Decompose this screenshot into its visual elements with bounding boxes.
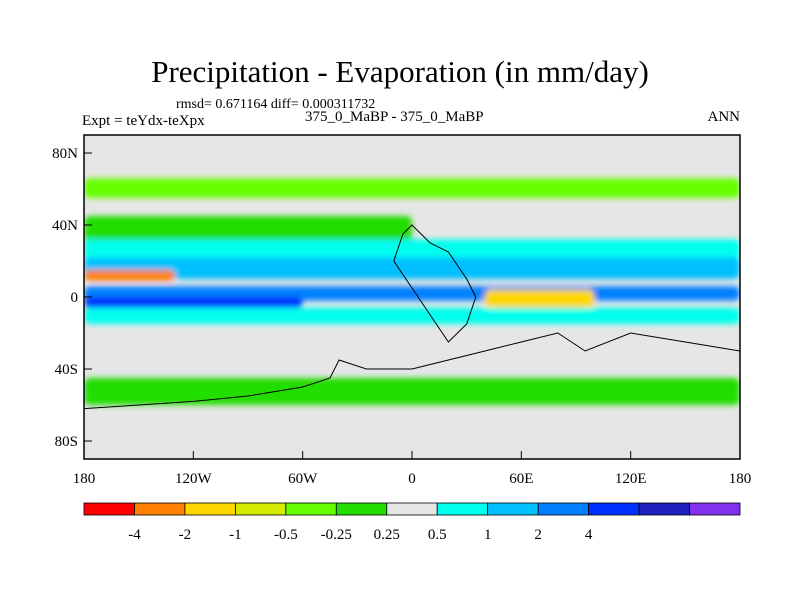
colorbar-label: 4 [585,527,593,543]
colorbar-swatch [638,502,690,516]
x-tick-label: 60E [509,471,533,487]
colorbar-label: 0.25 [374,527,400,543]
colorbar-swatch [386,502,438,516]
field-contours [84,178,740,405]
region-north-pacific-orange [84,270,176,281]
x-tick-label: 180 [729,471,752,487]
colorbar-label: 0.5 [428,527,447,543]
coastline [84,224,740,459]
y-tick-label: 80N [52,146,78,162]
colorbar-label: 1 [484,527,492,543]
x-tick-label: 60W [288,471,318,487]
colorbar-label: -0.5 [274,527,298,543]
region-southern-cyan-band [84,307,740,324]
colorbar-swatch [537,502,590,516]
colorbar-swatch [134,502,186,516]
region-northern-cyan-band [84,239,740,261]
x-tick-label: 120W [175,471,213,487]
y-tick-label: 40S [55,362,78,378]
colorbar-swatch [83,502,135,516]
coastline-path [393,224,477,343]
colorbar-swatch [234,502,287,516]
chart-title: Precipitation - Evaporation (in mm/day) [151,54,649,89]
colorbar-label: -1 [229,527,242,543]
plot-area [83,134,741,460]
colorbar-swatch [436,502,489,516]
colorbar-label: -0.25 [321,527,352,543]
colorbar-label: -4 [128,527,141,543]
colorbar-swatch [689,502,741,516]
field-layer [84,178,740,405]
region-northern-green-band [84,216,412,243]
rmsd-diff-subtitle: rmsd= 0.671164 diff= 0.000311732 [176,97,376,112]
colorbar-label: 2 [534,527,542,543]
coastline-path [84,332,740,459]
colorbar-swatch [184,502,236,516]
x-tick-label: 0 [408,471,416,487]
colorbar-swatch [335,502,388,516]
colorbar-swatch [285,502,337,516]
colorbar-label: -2 [179,527,192,543]
y-tick-label: 80S [55,434,78,450]
experiment-label: Expt = teYdx-teXpx [82,113,205,129]
region-tropical-yellow [484,289,595,308]
colorbar-swatch [487,502,539,516]
colorbar-swatch [588,502,640,516]
x-tick-label: 180 [73,471,96,487]
season-label: ANN [707,109,741,125]
y-tick-label: 0 [71,290,79,306]
y-axis: 80N 40N 0 40S 80S [52,146,92,450]
region-northern-blue-band [84,257,740,279]
region-southern-green-band [84,378,740,405]
colorbar: -4 -2 -1 -0.5 -0.25 0.25 0.5 1 2 4 [83,502,741,543]
case-comparison-label: 375_0_MaBP - 375_0_MaBP [305,109,484,125]
x-tick-label: 120E [615,471,647,487]
region-equator-dark-blue [84,297,303,308]
region-arctic-lightgreen [84,178,740,198]
y-tick-label: 40N [52,218,78,234]
x-axis: 180 120W 60W 0 60E 120E 180 [73,451,752,487]
